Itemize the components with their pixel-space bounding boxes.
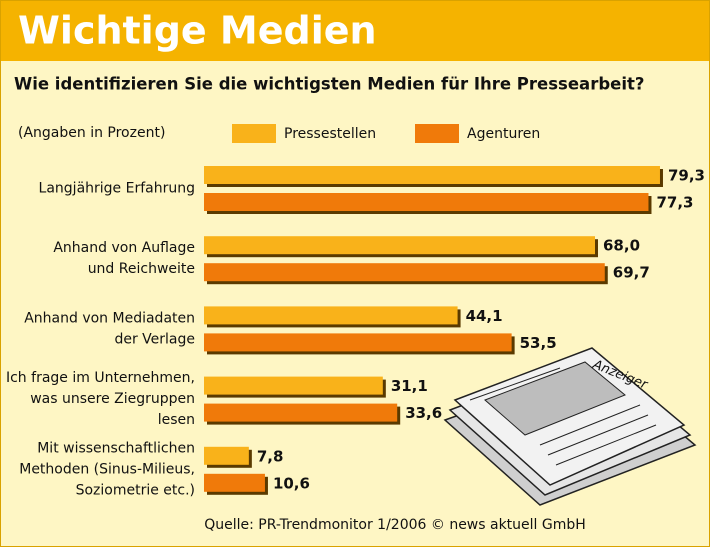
bar [204, 306, 458, 325]
bar [204, 446, 249, 465]
category-label: Mit wissenschaftlichen Methoden (Sinus-Mi… [19, 440, 195, 498]
value-label: 53,5 [520, 334, 557, 352]
bar [204, 473, 265, 492]
legend-label: Agenturen [467, 126, 540, 142]
category-label: Anhand von Mediadaten der Verlage [24, 310, 195, 347]
bar [204, 193, 649, 211]
value-label: 69,7 [613, 264, 650, 282]
source: Quelle: PR-Trendmonitor 1/2006 © news ak… [204, 517, 586, 533]
value-label: 33,6 [405, 404, 442, 422]
unit-note: (Angaben in Prozent) [18, 125, 165, 141]
bar [204, 376, 383, 395]
category-label: Anhand von Auflage und Reichweite [53, 240, 195, 277]
value-label: 44,1 [466, 307, 503, 325]
category-label: Ich frage im Unternehmen, was unsere Zieg… [6, 370, 195, 428]
bar [204, 333, 512, 352]
bar [204, 403, 398, 422]
value-label: 10,6 [273, 474, 310, 492]
title-band [1, 1, 709, 61]
bar [204, 263, 605, 282]
legend-swatch [232, 124, 276, 143]
value-label: 79,3 [668, 167, 705, 185]
value-label: 31,1 [391, 377, 428, 395]
category-label: Langjährige Erfahrung [39, 181, 195, 197]
newspaper-illustration: Anzeiger [443, 347, 697, 506]
bar [204, 166, 660, 184]
value-label: 7,8 [257, 447, 284, 465]
legend-swatch [415, 124, 459, 143]
value-label: 68,0 [603, 237, 640, 255]
chart-title: Wichtige Medien [18, 9, 377, 53]
bar [204, 236, 595, 255]
legend-label: Pressestellen [284, 126, 376, 142]
value-label: 77,3 [656, 194, 693, 212]
subtitle: Wie identifizieren Sie die wichtigsten M… [14, 75, 644, 94]
